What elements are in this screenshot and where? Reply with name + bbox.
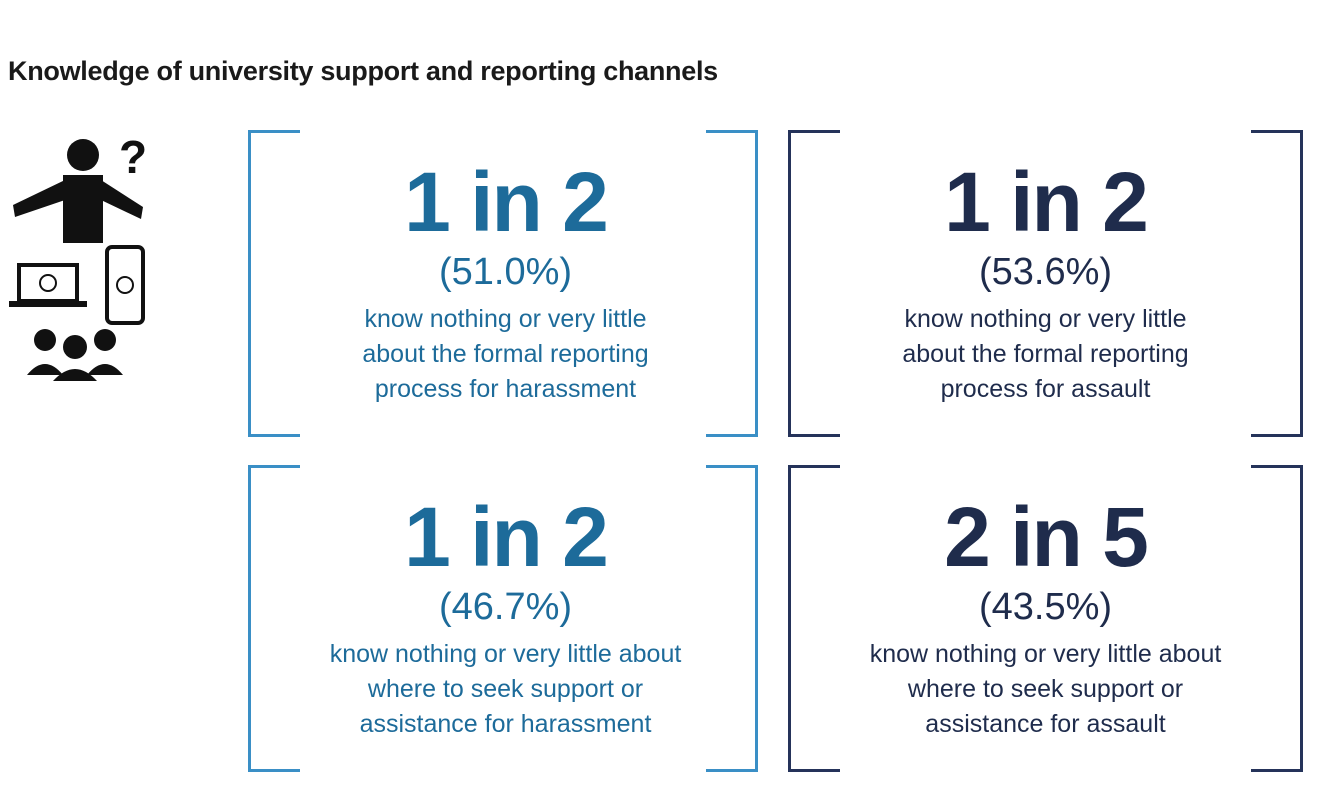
percent: (46.7%) [438, 586, 573, 628]
percent: (53.6%) [978, 251, 1113, 293]
ratio: 1 in 2 [404, 490, 609, 584]
brackets [248, 465, 758, 772]
description-line: know nothing or very little [904, 305, 1187, 333]
description: know nothing or very little about the for… [248, 302, 763, 407]
brackets [788, 130, 1303, 437]
brackets [788, 465, 1303, 772]
description-line: know nothing or very little about [329, 640, 682, 668]
bracket [788, 465, 1303, 772]
description-line: about the formal reporting [362, 340, 649, 368]
stat-card: 2 in 5 (43.5%) know nothing or very little… [788, 465, 1303, 772]
percent: (51.0%) [438, 251, 573, 293]
ratio: 1 in 2 [404, 155, 609, 249]
title: Knowledge of university support and repo… [8, 56, 718, 86]
bracket [788, 130, 1303, 437]
description-line: know nothing or very little about [869, 640, 1222, 668]
icon: ? [9, 131, 147, 381]
description-line: know nothing or very little [364, 305, 647, 333]
svg-text:?: ? [119, 131, 147, 183]
description-line: assistance for assault [925, 710, 1166, 738]
description-line: about the formal reporting [902, 340, 1189, 368]
stat-card: 1 in 2 (53.6%) know nothing or very little… [788, 130, 1303, 437]
percent: (43.5%) [978, 586, 1113, 628]
bracket [248, 465, 758, 772]
brackets [248, 130, 758, 437]
description-line: assistance for harassment [359, 710, 652, 738]
description-line: where to seek support or [367, 675, 644, 703]
description-line: where to seek support or [907, 675, 1184, 703]
description-line: process for assault [940, 375, 1151, 403]
stat-card: 1 in 2 (51.0%) know nothing or very little… [248, 130, 763, 437]
bracket [248, 130, 758, 437]
ratio: 2 in 5 [944, 490, 1149, 584]
description: know nothing or very little about the for… [788, 302, 1303, 407]
description-line: process for harassment [374, 375, 637, 403]
description: know nothing or very little about where t… [248, 637, 763, 742]
description: know nothing or very little about where t… [788, 637, 1303, 742]
stat-card: 1 in 2 (46.7%) know nothing or very little… [248, 465, 763, 772]
ratio: 1 in 2 [944, 155, 1149, 249]
